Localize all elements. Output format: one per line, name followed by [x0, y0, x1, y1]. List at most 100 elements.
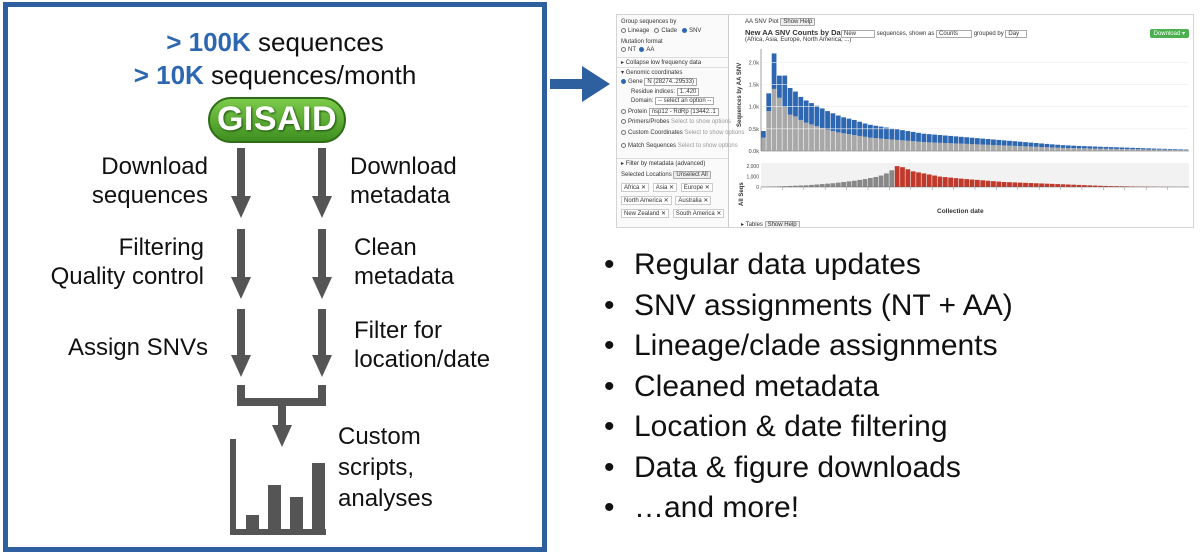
output-custom-scripts: Custom scripts, analyses [338, 423, 433, 512]
bar-other [1172, 149, 1178, 151]
bar-snv [771, 53, 777, 89]
bar-other [969, 144, 975, 151]
bar-snv [1033, 143, 1039, 147]
step-clean-metadata: Clean metadata [354, 234, 455, 290]
bar-other [1017, 146, 1023, 151]
bar-other [1028, 146, 1034, 151]
location-chip[interactable]: Australia ✕ [675, 196, 712, 205]
arrow-down-icon [312, 229, 332, 299]
bar-snv [803, 100, 809, 123]
bar-snv [1156, 148, 1162, 150]
bar-all-seqs [905, 169, 911, 187]
right-arrow-icon [550, 66, 610, 102]
bar-other [1012, 145, 1018, 151]
domain-row: Domain: -- select an option -- [631, 97, 715, 105]
residue-input[interactable]: 1..420 [676, 88, 700, 96]
radio-aa[interactable] [639, 47, 645, 52]
collapse-low-frequency-toggle[interactable]: ▸ Collapse low frequency data [617, 57, 728, 67]
bar-snv [809, 103, 814, 125]
tables-show-help-button[interactable]: Show Help [764, 221, 800, 227]
bar-snv [873, 125, 879, 139]
bar-other [1082, 148, 1087, 151]
bar-snv [1087, 146, 1093, 149]
location-chip[interactable]: Europe ✕ [680, 183, 713, 192]
download-button[interactable]: Download ▾ [1149, 29, 1189, 38]
radio-clade[interactable] [654, 28, 660, 33]
protein-select[interactable]: nsp12 - RdRp (13442..1 [648, 108, 719, 116]
bar-other [857, 135, 863, 151]
bar-all-seqs [969, 179, 975, 187]
bar-other [964, 143, 970, 151]
bar-snv [926, 134, 932, 143]
mode-select[interactable]: New [841, 30, 875, 38]
bar-other [830, 131, 836, 151]
radio-lineage[interactable] [621, 28, 626, 33]
bar-all-seqs [1114, 186, 1119, 187]
location-chip[interactable]: Africa ✕ [621, 183, 650, 192]
bar-snv [1060, 145, 1066, 148]
all-seqs-tick-label: 1,000 [746, 175, 759, 181]
bar-other [809, 124, 814, 151]
bar-snv [846, 118, 852, 135]
radio-gene[interactable] [621, 78, 626, 84]
pipeline-panel: > 100K sequences > 10K sequences/month G… [3, 2, 547, 552]
bar-all-seqs [1071, 184, 1077, 187]
location-chip[interactable]: South America ✕ [672, 209, 725, 218]
shown-as-select[interactable]: Counts [936, 30, 973, 38]
bar-other [1049, 147, 1055, 151]
bar-snv [889, 128, 895, 140]
bar-all-seqs [985, 180, 991, 187]
bar-snv [1114, 147, 1119, 149]
bar-snv [814, 105, 820, 127]
bar-snv [1001, 140, 1007, 146]
bar-snv [841, 117, 846, 134]
plot-subtitle: (Africa, Asia, Europe, North America, ..… [745, 37, 852, 43]
bar-snv [862, 123, 868, 137]
bar-all-seqs [777, 186, 782, 187]
radio-primers[interactable] [621, 119, 626, 124]
radio-nt[interactable] [621, 47, 626, 52]
bar-all-seqs [1124, 186, 1130, 187]
radio-match[interactable] [621, 143, 626, 148]
radio-snv[interactable] [682, 28, 688, 33]
grouped-by-select[interactable]: Day [1005, 30, 1028, 38]
bar-all-seqs [1082, 185, 1087, 187]
bar-snv [787, 88, 793, 115]
radio-protein[interactable] [621, 108, 626, 114]
match-sequences-row: Match Sequences Select to show options [621, 143, 738, 149]
bar-other [1114, 148, 1119, 151]
bar-all-seqs [1007, 182, 1012, 187]
step-assign-snvs: Assign SNVs [67, 334, 208, 361]
bullet-icon: • [604, 450, 615, 484]
tables-row: ▸ Tables Show Help [741, 221, 800, 227]
bar-snv [948, 135, 953, 144]
bar-all-seqs [894, 166, 900, 187]
location-chip[interactable]: New Zealand ✕ [621, 209, 670, 218]
bar-snv [1103, 146, 1109, 149]
feature-list: • Regular data updates • SNV assignments (N… [604, 245, 1013, 529]
bar-all-seqs [958, 178, 964, 187]
feature-item: • Cleaned metadata [604, 367, 1013, 408]
unselect-all-button[interactable]: Unselect All [673, 171, 711, 179]
bar-snv [1044, 143, 1050, 148]
bar-snv [851, 119, 857, 136]
bar-other [1167, 149, 1173, 151]
bar-snv [1140, 148, 1146, 150]
bar-snv [1119, 147, 1125, 150]
location-chip[interactable]: North America ✕ [621, 196, 672, 205]
bar-all-seqs [1017, 182, 1023, 187]
bar-all-seqs [819, 184, 825, 187]
show-help-button[interactable]: Show Help [780, 18, 816, 26]
filter-metadata-toggle[interactable]: ▸ Filter by metadata (advanced) [617, 158, 728, 168]
bar-snv [1039, 143, 1044, 148]
location-chips-row-3: New Zealand ✕ South America ✕ [621, 209, 726, 218]
gene-select[interactable]: N (28274..29533) [644, 78, 698, 86]
bar-snv [835, 115, 841, 133]
bar-all-seqs [953, 178, 959, 187]
bar-other [916, 141, 921, 151]
domain-select[interactable]: -- select an option -- [655, 97, 715, 105]
bar-snv [766, 93, 772, 112]
bar-other [1071, 148, 1077, 151]
location-chip[interactable]: Asia ✕ [652, 183, 678, 192]
radio-custom[interactable] [621, 130, 626, 135]
